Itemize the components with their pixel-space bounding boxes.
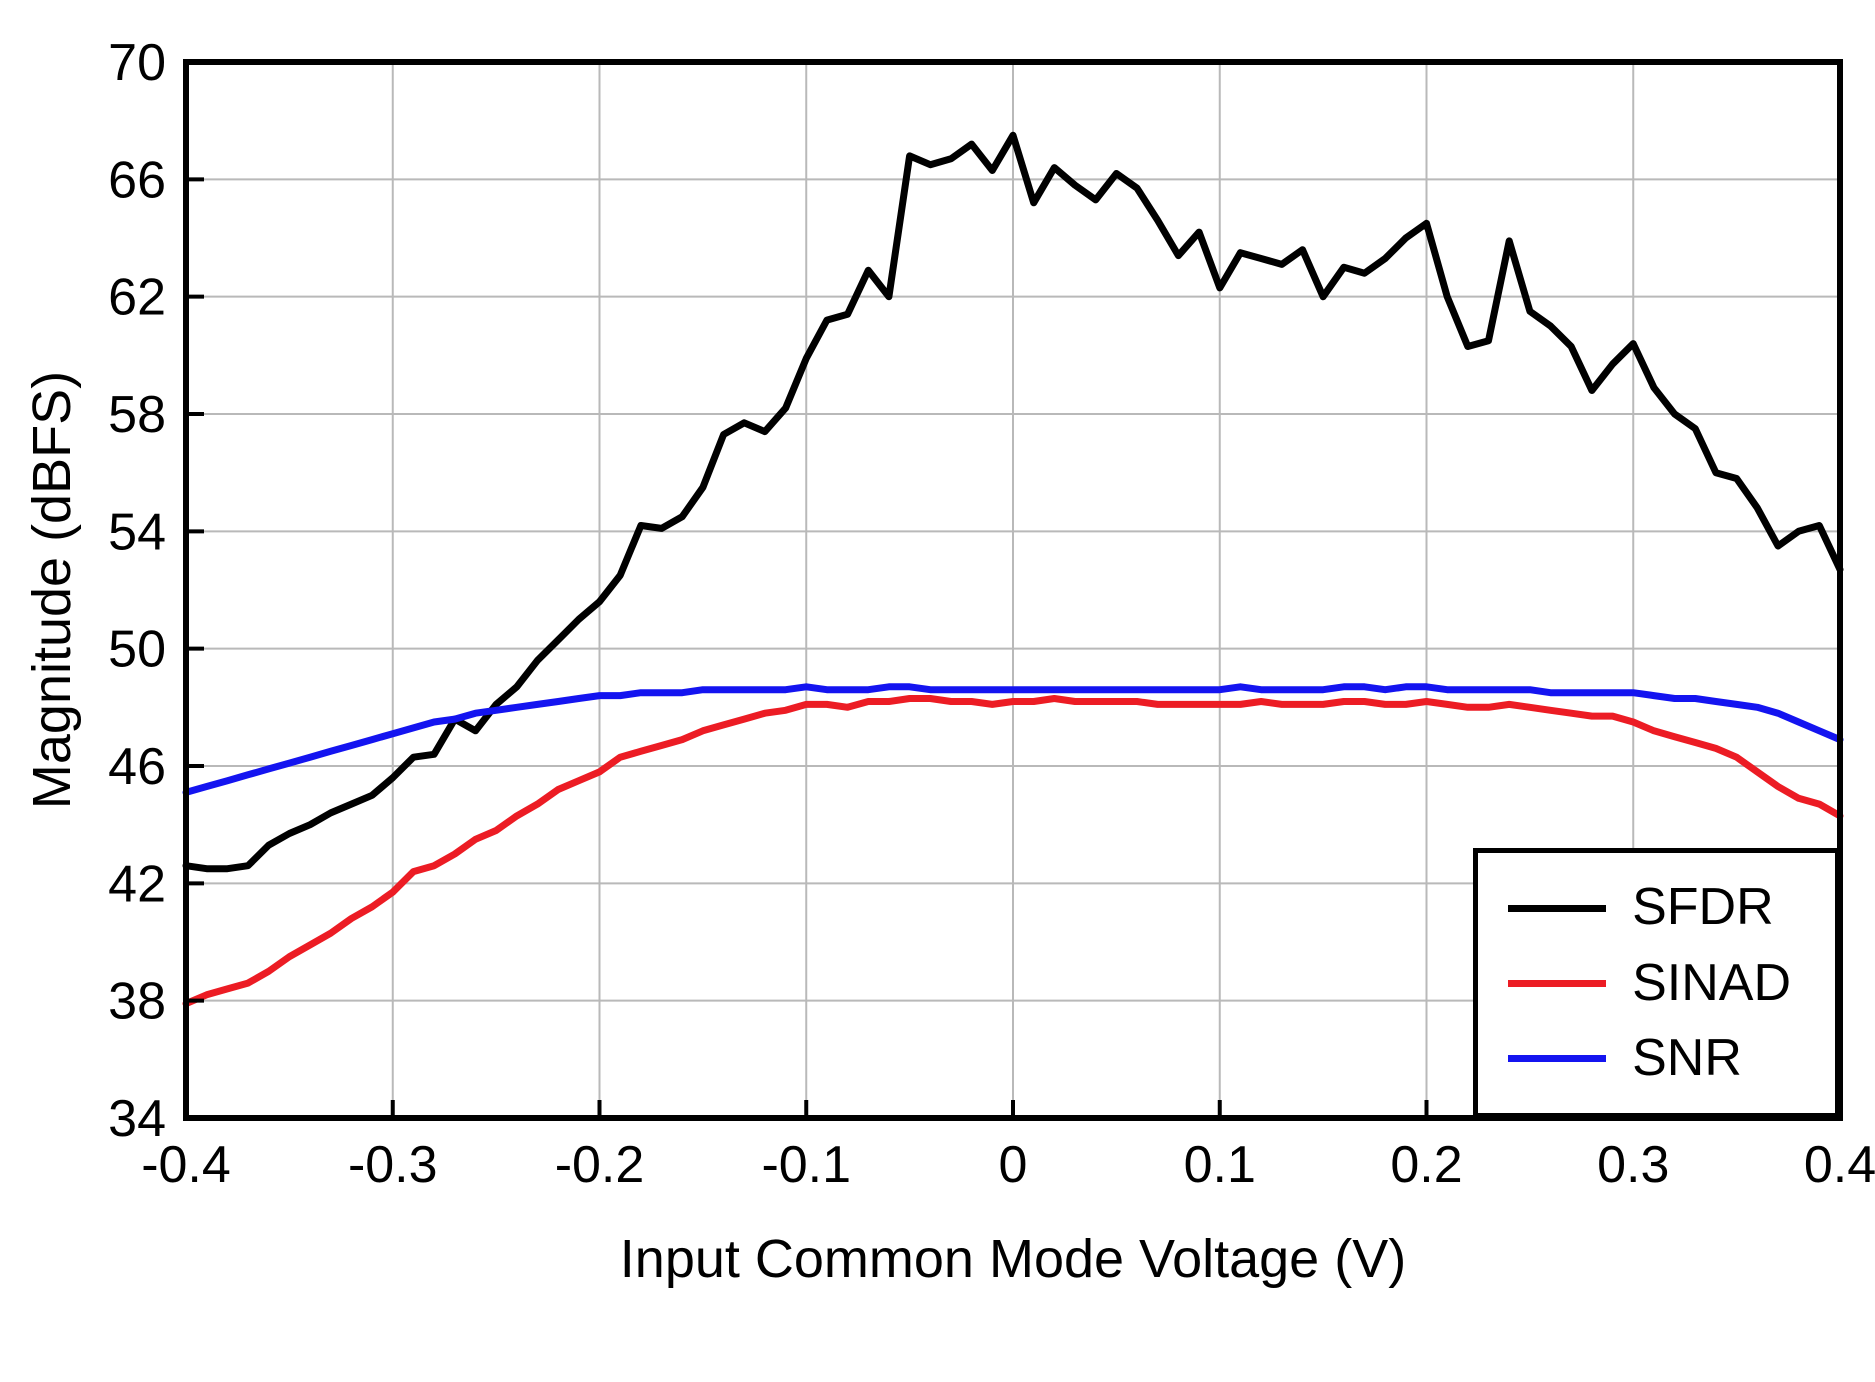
- y-tick-label: 34: [108, 1090, 166, 1148]
- x-axis-title: Input Common Mode Voltage (V): [619, 1229, 1407, 1289]
- y-tick-label: 70: [108, 34, 166, 92]
- y-tick-label: 38: [108, 973, 166, 1031]
- legend: SFDR SINAD SNR: [1473, 848, 1840, 1118]
- y-tick-label: 66: [108, 151, 166, 209]
- x-tick-label: -0.2: [555, 1136, 645, 1194]
- legend-label-snr: SNR: [1632, 1028, 1742, 1087]
- legend-label-sfdr: SFDR: [1632, 878, 1774, 937]
- legend-swatch-sfdr: [1508, 904, 1607, 912]
- x-tick-label: 0.4: [1804, 1136, 1875, 1194]
- y-tick-label: 46: [108, 738, 166, 796]
- legend-item-sfdr: SFDR: [1508, 879, 1791, 936]
- y-axis-title: Magnitude (dBFS): [22, 370, 82, 810]
- series-line-snr: [182, 683, 1844, 796]
- x-tick-label: 0: [999, 1136, 1028, 1194]
- x-tick-label: -0.4: [141, 1136, 231, 1194]
- y-tick-label: 58: [108, 386, 166, 444]
- y-tick-label: 50: [108, 621, 166, 679]
- x-tick-label: -0.1: [761, 1136, 851, 1194]
- y-tick-label: 42: [108, 855, 166, 913]
- legend-swatch-snr: [1508, 1054, 1607, 1062]
- x-tick-label: 0.3: [1597, 1136, 1669, 1194]
- legend-item-sinad: SINAD: [1508, 953, 1791, 1012]
- x-tick-label: 0.2: [1390, 1136, 1462, 1194]
- legend-label-sinad: SINAD: [1632, 953, 1791, 1012]
- series-line-sinad: [182, 695, 1844, 1008]
- legend-swatch-sinad: [1508, 979, 1607, 987]
- legend-item-snr: SNR: [1508, 1028, 1791, 1087]
- x-tick-label: 0.1: [1184, 1136, 1256, 1194]
- y-tick-label: 54: [108, 503, 166, 561]
- y-tick-label: 62: [108, 269, 166, 327]
- x-tick-label: -0.3: [348, 1136, 438, 1194]
- series-line-sfdr: [182, 131, 1844, 873]
